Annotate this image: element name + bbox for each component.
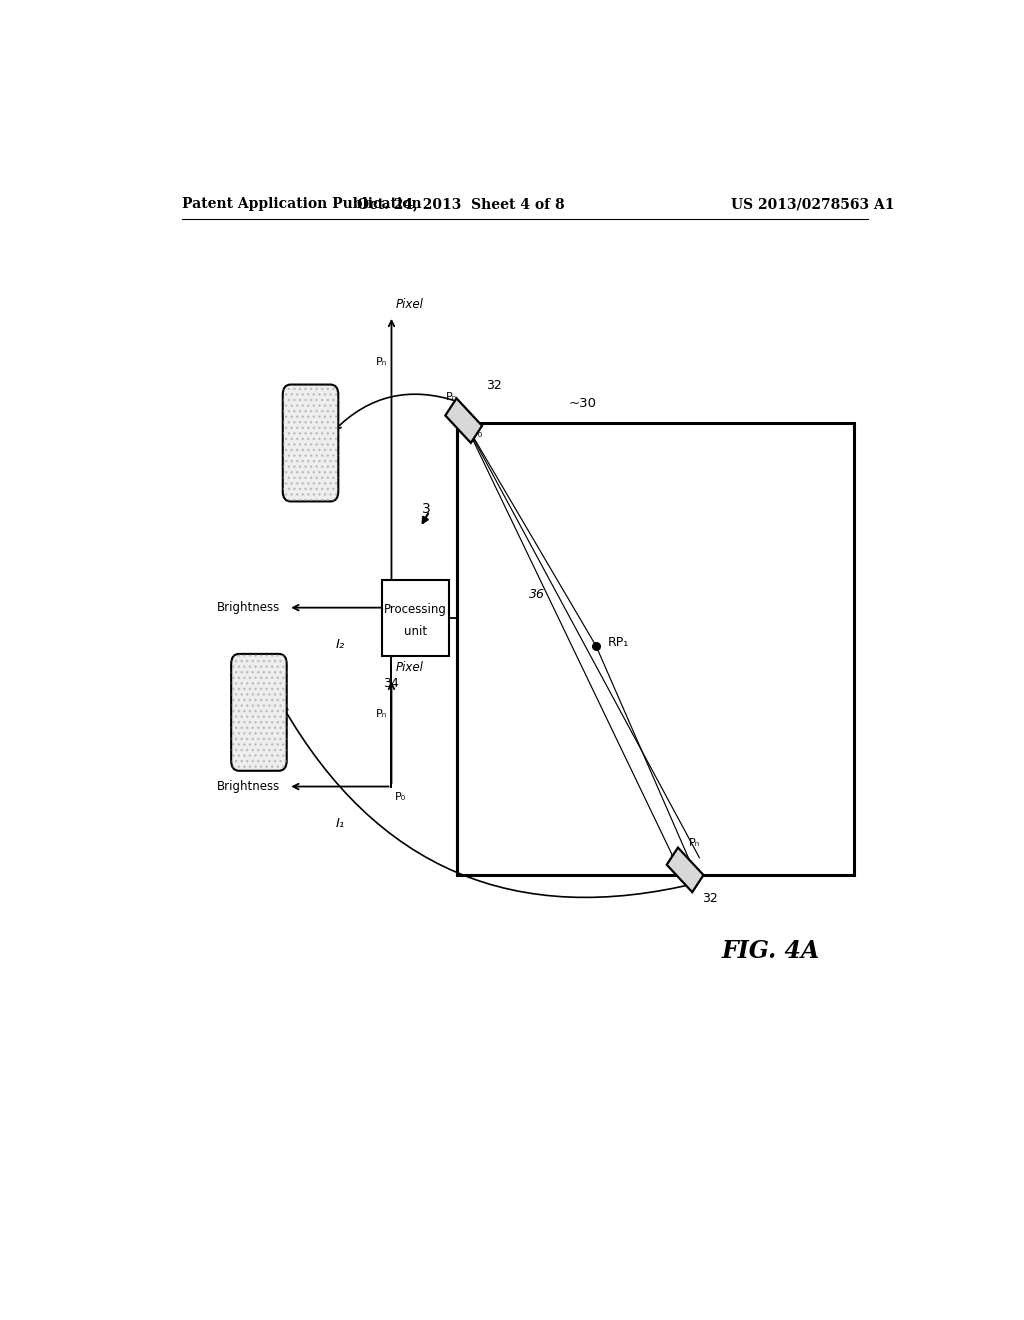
Text: Pₙ: Pₙ bbox=[446, 392, 458, 403]
Text: Pₙ: Pₙ bbox=[689, 837, 700, 847]
Text: P₀: P₀ bbox=[670, 855, 681, 865]
Bar bbox=[667, 847, 703, 892]
Text: RP₁: RP₁ bbox=[607, 636, 629, 648]
FancyBboxPatch shape bbox=[283, 384, 338, 502]
Bar bbox=[445, 399, 482, 444]
Text: Brightness: Brightness bbox=[217, 780, 281, 793]
Text: Pixel: Pixel bbox=[395, 661, 423, 673]
Text: P₀: P₀ bbox=[394, 612, 406, 623]
Text: I₂: I₂ bbox=[335, 638, 344, 651]
Text: ~30: ~30 bbox=[568, 397, 596, 411]
Text: 32: 32 bbox=[702, 892, 718, 906]
Text: Patent Application Publication: Patent Application Publication bbox=[182, 197, 422, 211]
Text: Processing: Processing bbox=[384, 603, 447, 615]
Text: 3: 3 bbox=[422, 502, 430, 516]
Text: 32: 32 bbox=[486, 379, 502, 392]
Text: Oct. 24, 2013  Sheet 4 of 8: Oct. 24, 2013 Sheet 4 of 8 bbox=[357, 197, 565, 211]
Text: P₀: P₀ bbox=[472, 429, 483, 438]
Text: Brightness: Brightness bbox=[217, 601, 281, 614]
Text: Pixel: Pixel bbox=[395, 298, 423, 312]
Text: I₁: I₁ bbox=[335, 817, 344, 830]
Text: 36: 36 bbox=[528, 587, 545, 601]
Text: US 2013/0278563 A1: US 2013/0278563 A1 bbox=[731, 197, 895, 211]
Text: FIG. 4A: FIG. 4A bbox=[722, 940, 820, 964]
Text: Pₙ: Pₙ bbox=[376, 709, 387, 719]
Bar bbox=[458, 422, 854, 875]
Text: P₀: P₀ bbox=[394, 792, 406, 801]
Bar bbox=[382, 581, 450, 656]
Text: Pₙ: Pₙ bbox=[376, 356, 387, 367]
Text: 34: 34 bbox=[384, 677, 399, 690]
FancyBboxPatch shape bbox=[231, 653, 287, 771]
Text: unit: unit bbox=[404, 624, 427, 638]
